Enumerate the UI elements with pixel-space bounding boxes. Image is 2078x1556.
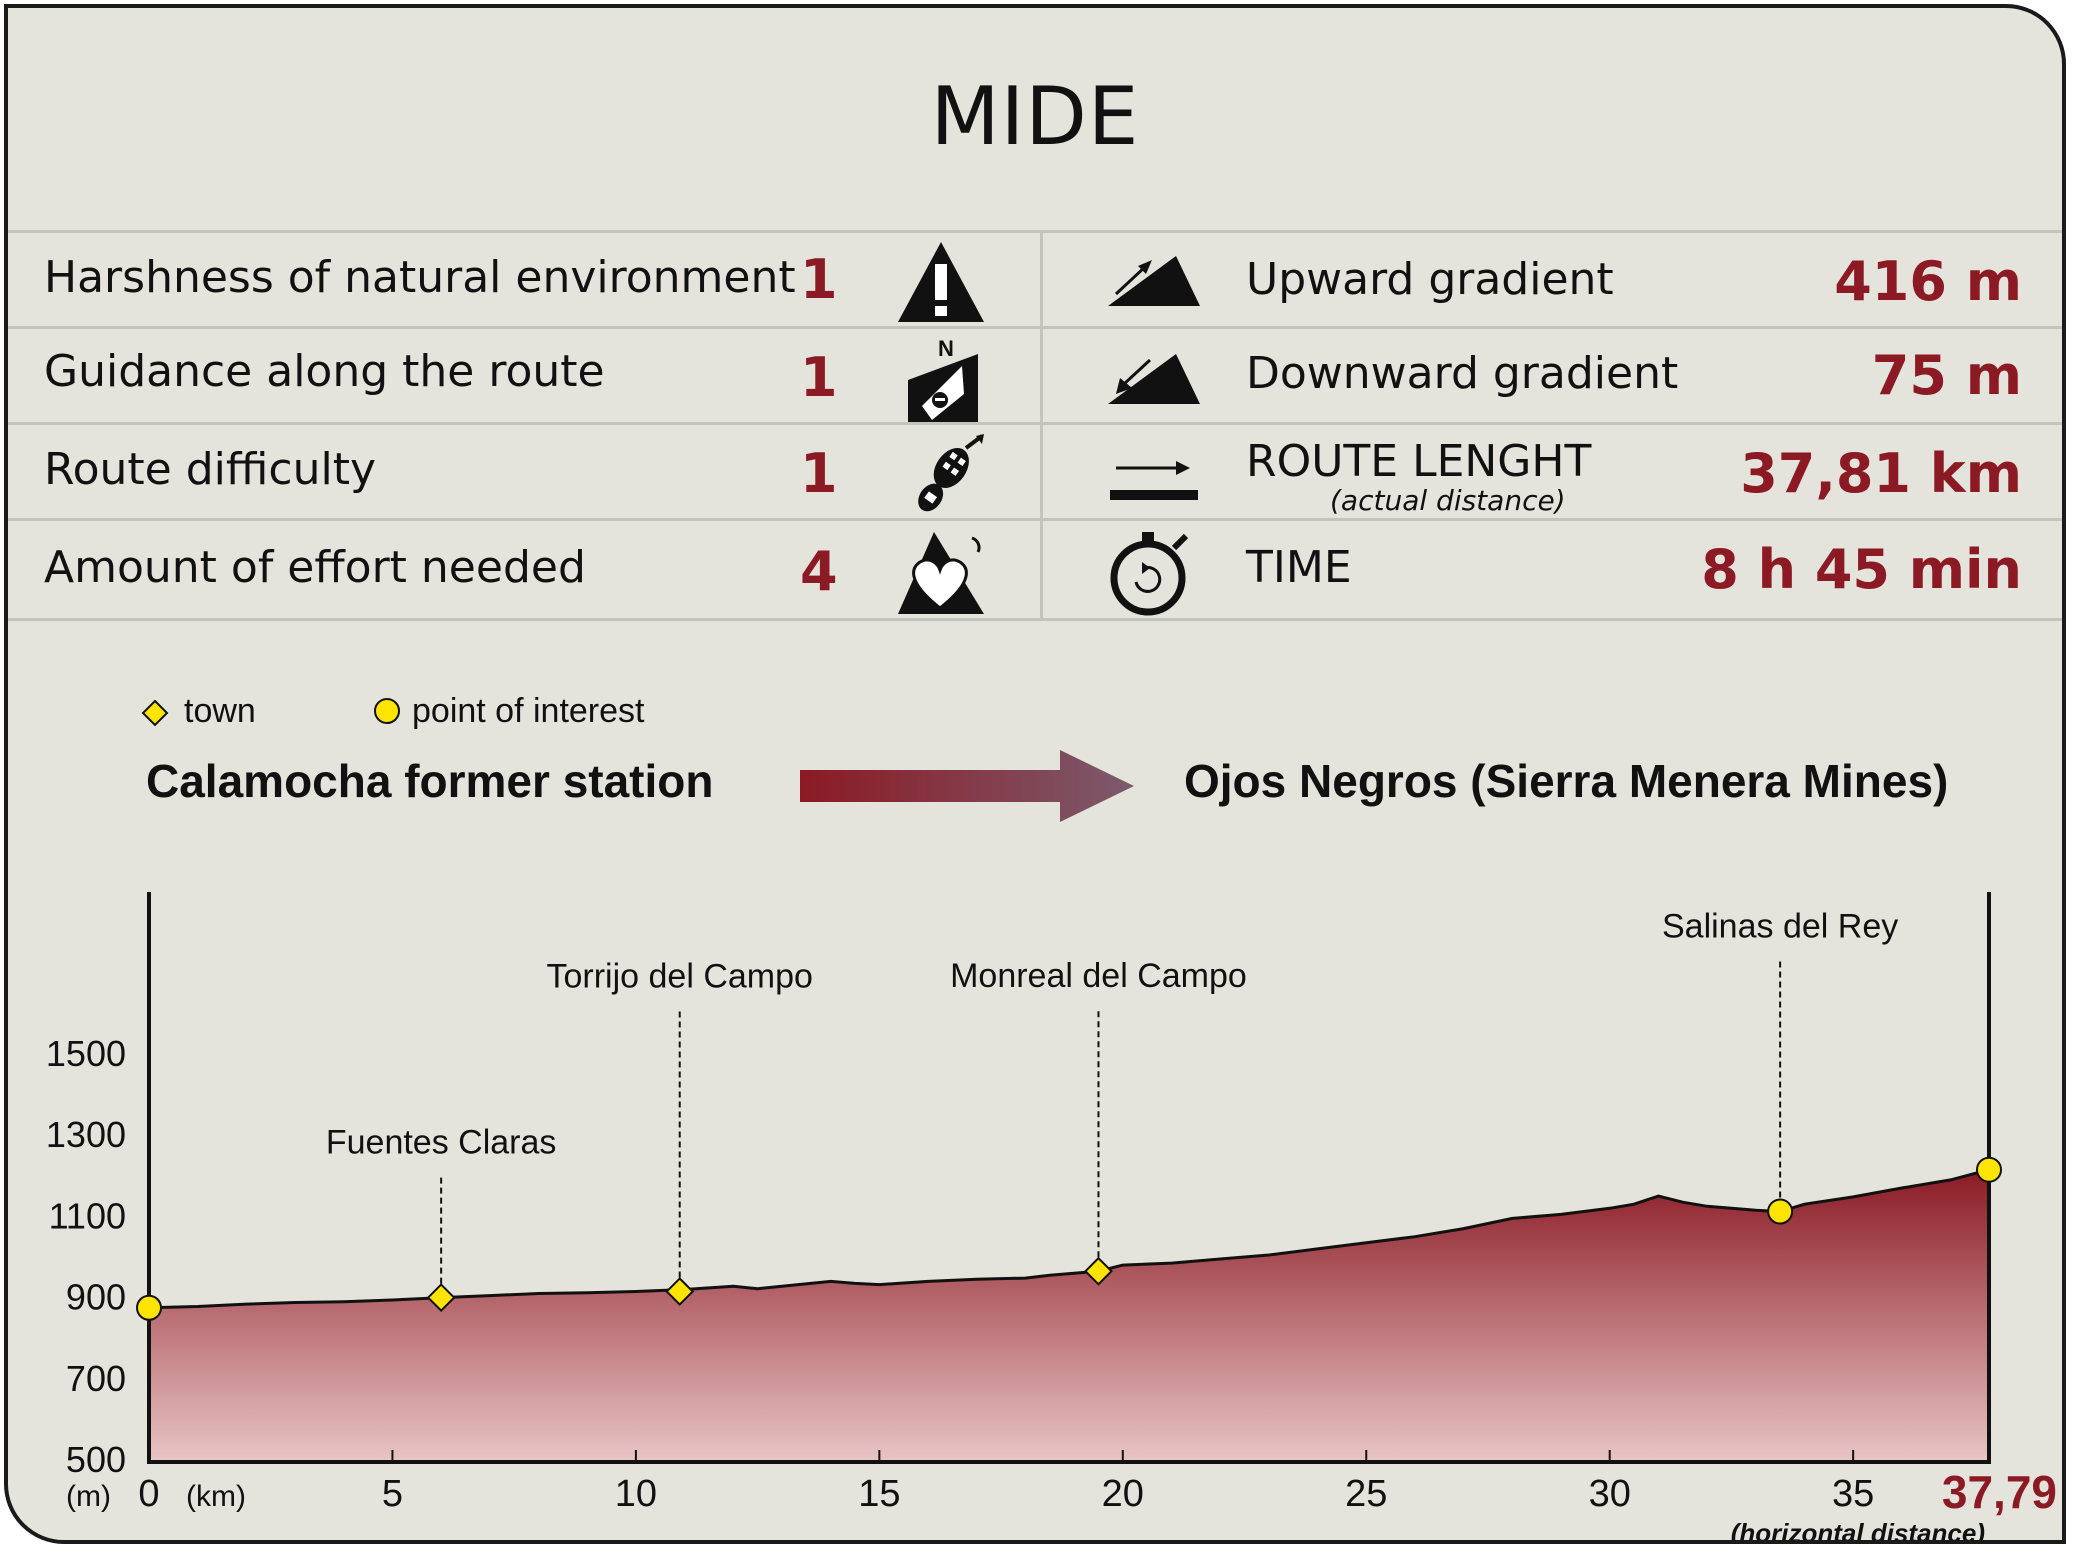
place-label: Fuentes Claras xyxy=(326,1124,557,1162)
y-tick-label: 900 xyxy=(66,1277,126,1318)
town-marker xyxy=(1084,1256,1113,1286)
poi-marker xyxy=(1976,1156,2002,1183)
mide-card: MIDE Harshness of natural environment 1 … xyxy=(4,4,2066,1544)
place-label: Monreal del Campo xyxy=(950,957,1247,995)
mide-label-harshness: Harshness of natural environment xyxy=(44,252,796,303)
mide-value-guidance: 1 xyxy=(800,346,838,409)
route-length-arrow-icon xyxy=(1110,461,1198,500)
x-tick-label: 5 xyxy=(382,1473,403,1515)
y-tick-label: 1300 xyxy=(46,1114,126,1155)
table-row-divider xyxy=(8,326,2062,329)
elevation-area xyxy=(149,1169,1989,1460)
x-tick-label: 25 xyxy=(1345,1473,1387,1515)
x-end-note: (horizontal distance) xyxy=(1731,1518,1985,1544)
stat-value-downward: 75 m xyxy=(1871,344,2022,407)
y-tick-label: 700 xyxy=(66,1358,126,1399)
route-direction-arrow-icon xyxy=(800,750,1134,822)
compass-signpost-icon: N xyxy=(908,336,978,422)
place-label: Salinas del Rey xyxy=(1662,908,1898,946)
x-tick-label: 35 xyxy=(1832,1473,1874,1515)
table-row-divider xyxy=(8,518,2062,521)
legend-poi-label: point of interest xyxy=(412,692,645,730)
stat-value-route-length: 37,81 km xyxy=(1740,442,2022,505)
warning-mountain-icon xyxy=(898,242,984,322)
stat-sublabel-actual-distance: (actual distance) xyxy=(1330,484,1566,517)
route-to: Ojos Negros (Sierra Menera Mines) xyxy=(1184,755,1949,807)
x-tick-label: 30 xyxy=(1589,1473,1631,1515)
mide-label-effort: Amount of effort needed xyxy=(44,542,586,593)
stopwatch-icon xyxy=(1110,532,1189,616)
poi-marker xyxy=(1767,1198,1794,1225)
mide-value-effort: 4 xyxy=(800,540,838,603)
footprint-icon xyxy=(918,434,984,512)
route-from: Calamocha former station xyxy=(146,755,714,807)
stat-value-time: 8 h 45 min xyxy=(1701,538,2022,601)
stat-label-downward: Downward gradient xyxy=(1246,348,1679,399)
x-tick-label: 10 xyxy=(615,1473,657,1515)
legend-town-label: town xyxy=(184,692,256,730)
table-top-border xyxy=(8,230,2062,233)
stat-label-upward: Upward gradient xyxy=(1246,254,1614,305)
svg-text:N: N xyxy=(938,336,954,361)
town-marker-icon xyxy=(141,699,169,727)
x-tick-label: 15 xyxy=(858,1473,900,1515)
x-end-label: 37,79 xyxy=(1942,1466,2057,1518)
mide-label-guidance: Guidance along the route xyxy=(44,346,605,397)
x-tick-label: 0 xyxy=(138,1473,159,1515)
downward-gradient-icon xyxy=(1108,354,1200,404)
stat-label-time: TIME xyxy=(1246,542,1352,593)
y-tick-label: 500 xyxy=(66,1439,126,1480)
mide-label-difficulty: Route difficulty xyxy=(44,444,376,495)
x-tick-label: 20 xyxy=(1102,1473,1144,1515)
table-bottom-border xyxy=(8,618,2062,621)
poi-marker-icon xyxy=(374,698,400,724)
table-row-divider xyxy=(8,422,2062,425)
page-title: MIDE xyxy=(930,70,1140,163)
y-tick-label: 1500 xyxy=(46,1033,126,1074)
y-tick-label: 1100 xyxy=(49,1195,126,1236)
poi-marker xyxy=(136,1294,162,1321)
elevation-profile-chart: 500 700 900 1100 1300 1500 (m) 0 5 10 15 20 25 30 35 (k… xyxy=(46,892,2057,1544)
town-marker xyxy=(426,1283,456,1313)
heart-mountain-icon xyxy=(898,532,984,614)
place-label: Torrijo del Campo xyxy=(546,958,812,996)
x-unit-label: (km) xyxy=(186,1480,246,1513)
town-marker xyxy=(665,1277,695,1306)
y-unit-label: (m) xyxy=(66,1480,111,1513)
stat-value-upward: 416 m xyxy=(1834,250,2022,313)
mide-value-difficulty: 1 xyxy=(800,442,838,505)
table-column-divider xyxy=(1040,230,1043,620)
stat-label-route-length: ROUTE LENGHT xyxy=(1246,436,1592,487)
upward-gradient-icon xyxy=(1108,256,1200,306)
mide-value-harshness: 1 xyxy=(800,248,838,311)
